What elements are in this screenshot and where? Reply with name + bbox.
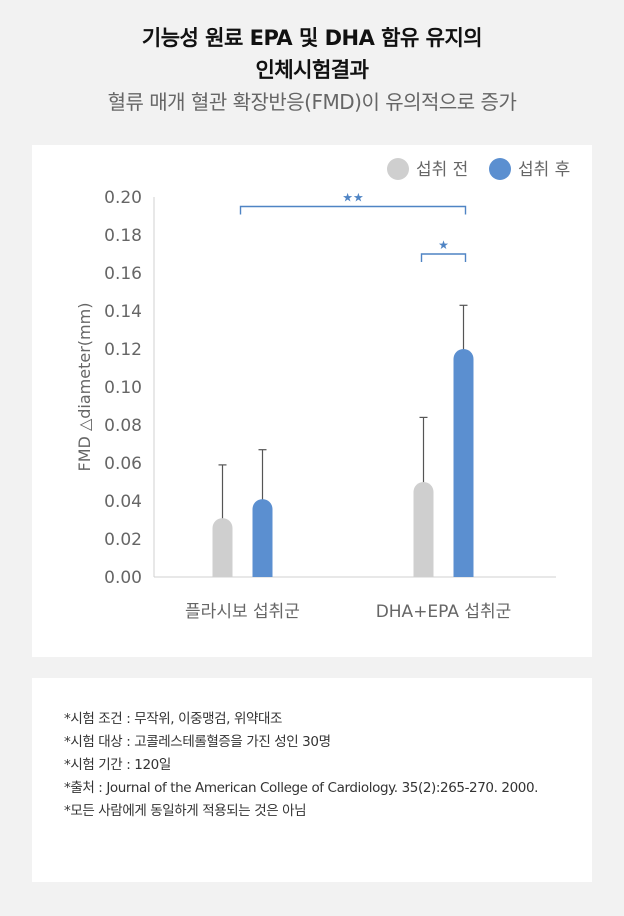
significance-bracket <box>420 253 467 262</box>
bar <box>252 499 273 577</box>
note-item: *시험 기간 : 120일 <box>64 757 171 773</box>
note-item: *시험 대상 : 고콜레스테롤혈증을 가진 성인 30명 <box>64 734 331 750</box>
y-tick-label: 0.08 <box>104 416 142 436</box>
legend-swatch <box>387 158 409 180</box>
y-tick-label: 0.04 <box>104 492 142 512</box>
title-line-1: 기능성 원료 EPA 및 DHA 함유 유지의 <box>141 26 483 50</box>
significance-label: ★★ <box>342 191 364 205</box>
y-tick-label: 0.18 <box>104 226 142 246</box>
x-category-label: 플라시보 섭취군 <box>185 602 300 622</box>
legend-label: 섭취 후 <box>518 160 570 180</box>
significance-bracket <box>239 205 467 215</box>
significance-label: ★ <box>438 238 449 252</box>
y-tick-label: 0.00 <box>104 568 142 588</box>
notes-list: *시험 조건 : 무작위, 이중맹검, 위약대조 *시험 대상 : 고콜레스테롤혈… <box>64 708 564 823</box>
y-tick-label: 0.12 <box>104 340 142 360</box>
notes-card: *시험 조건 : 무작위, 이중맹검, 위약대조 *시험 대상 : 고콜레스테롤혈… <box>32 678 592 882</box>
chart-card: 0.00 0.02 0.04 0.06 0.08 0.10 0.12 0.14 0.16 0.18… <box>32 145 592 657</box>
title-line-2: 인체시험결과 <box>255 58 369 82</box>
legend-label: 섭취 전 <box>416 160 468 180</box>
bar <box>453 349 474 577</box>
y-tick-label: 0.16 <box>104 264 142 284</box>
y-tick-label: 0.10 <box>104 378 142 398</box>
y-tick-label: 0.02 <box>104 530 142 550</box>
note-item: *모든 사람에게 동일하게 적용되는 것은 아님 <box>64 803 307 819</box>
legend-swatch <box>489 158 511 180</box>
y-tick-label: 0.14 <box>104 302 142 322</box>
bar <box>212 518 233 577</box>
y-tick-label: 0.20 <box>104 188 142 208</box>
note-item: *출처 : Journal of the American College of… <box>64 780 539 796</box>
bar <box>413 482 434 577</box>
subtitle: 혈류 매개 혈관 확장반응(FMD)이 유의적으로 증가 <box>107 90 517 114</box>
x-category-label: DHA+EPA 섭취군 <box>376 602 512 622</box>
y-axis-label: FMD △diameter(mm) <box>75 303 94 472</box>
note-item: *시험 조건 : 무작위, 이중맹검, 위약대조 <box>64 711 283 727</box>
y-tick-label: 0.06 <box>104 454 142 474</box>
header: 기능성 원료 EPA 및 DHA 함유 유지의 인체시험결과 혈류 매개 혈관 … <box>0 22 624 118</box>
bar-chart: 0.00 0.02 0.04 0.06 0.08 0.10 0.12 0.14 0.16 0.18… <box>75 158 570 622</box>
